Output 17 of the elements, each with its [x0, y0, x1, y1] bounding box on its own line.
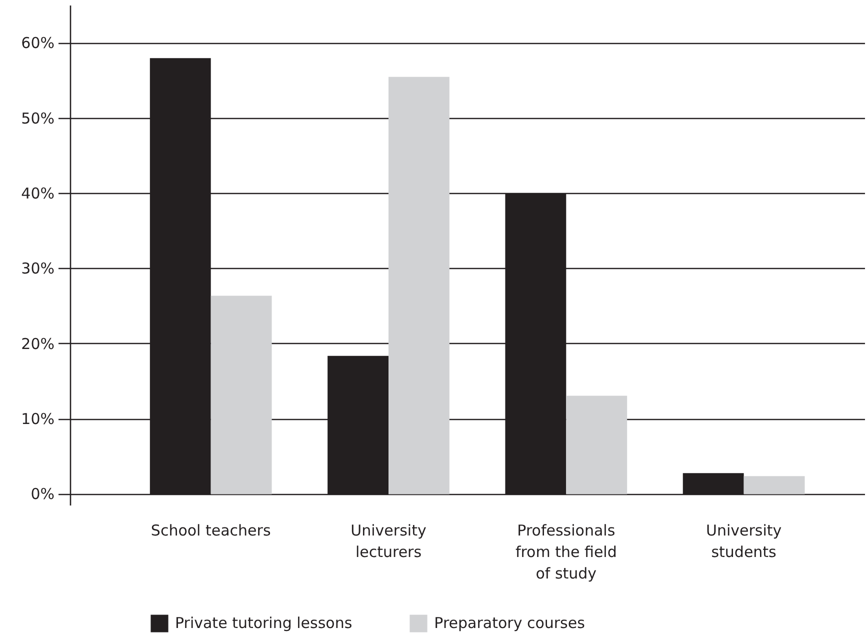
y-tick-label: 40%: [21, 184, 55, 202]
x-tick-label: Professionals from the field of study: [515, 522, 617, 583]
legend-label: Preparatory courses: [434, 614, 585, 632]
bar: [566, 396, 628, 494]
legend-label: Private tutoring lessons: [175, 614, 352, 632]
bar: [388, 76, 450, 494]
bar: [210, 296, 272, 494]
x-tick-label: University lecturers: [350, 522, 426, 562]
bar: [744, 476, 805, 494]
x-tick-label: University students: [706, 522, 782, 562]
y-tick-label: 20%: [21, 334, 55, 353]
y-tick-label: 30%: [21, 260, 55, 278]
y-tick-label: 0%: [30, 485, 54, 504]
y-tick-label: 60%: [21, 34, 55, 52]
y-tick-label: 50%: [21, 109, 55, 128]
y-tick-label: 10%: [21, 410, 55, 428]
x-tick-label: School teachers: [150, 522, 271, 540]
